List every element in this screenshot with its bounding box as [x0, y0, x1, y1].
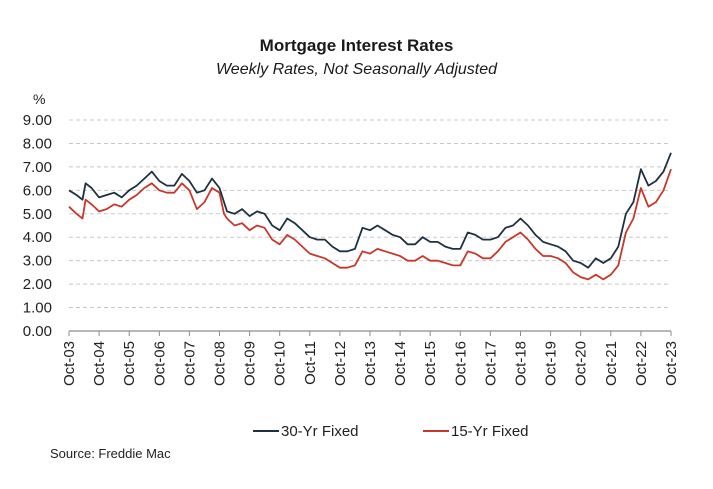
- y-tick-label: 0.00: [23, 323, 52, 340]
- y-tick-label: 5.00: [23, 206, 52, 223]
- x-tick-label: Oct-17: [482, 341, 499, 386]
- y-tick-label: 2.00: [23, 276, 52, 293]
- y-tick-label: 8.00: [23, 135, 52, 152]
- grid-layer: [69, 119, 671, 309]
- x-tick-label: Oct-07: [181, 341, 198, 386]
- x-tick-label: Oct-20: [573, 341, 590, 386]
- legend-label: 15-Yr Fixed: [451, 423, 529, 440]
- source-note: Source: Freddie Mac: [50, 446, 171, 461]
- y-tick-label: 6.00: [23, 182, 52, 199]
- x-tick-label: Oct-09: [242, 341, 259, 386]
- chart-title: Mortgage Interest Rates: [259, 36, 454, 55]
- x-tick-label: Oct-08: [212, 341, 229, 386]
- x-tick-label: Oct-18: [513, 341, 530, 386]
- x-tick-label: Oct-10: [272, 341, 289, 386]
- series-layer: [68, 152, 672, 281]
- legend: 30-Yr Fixed 15-Yr Fixed: [253, 423, 529, 440]
- y-axis-unit: %: [33, 91, 46, 107]
- x-tick-label: Oct-06: [151, 341, 168, 386]
- x-tick-label: Oct-22: [633, 341, 650, 386]
- x-tick-label: Oct-13: [362, 341, 379, 386]
- x-tick-label: Oct-14: [392, 341, 409, 386]
- x-tick-label: Oct-19: [543, 341, 560, 386]
- x-tick-label: Oct-16: [452, 341, 469, 386]
- y-tick-label: 4.00: [23, 229, 52, 246]
- y-tick-label: 9.00: [23, 112, 52, 129]
- x-tick-label: Oct-15: [422, 341, 439, 386]
- y-tick-label: 1.00: [23, 300, 52, 317]
- legend-label: 30-Yr Fixed: [281, 423, 359, 440]
- series-line-15-yr-fixed: [68, 168, 672, 281]
- chart-subtitle: Weekly Rates, Not Seasonally Adjusted: [215, 61, 498, 78]
- x-tick-label: Oct-21: [603, 341, 620, 386]
- axis-layer: 0.00 1.00 2.00 3.00 4.00 5.00 6.00 7.00 8.00 9.00…: [23, 112, 680, 386]
- x-tick-label: Oct-03: [61, 341, 78, 386]
- x-tick-label: Oct-11: [302, 341, 319, 385]
- series-line-30-yr-fixed: [68, 152, 672, 269]
- y-tick-label: 7.00: [23, 159, 52, 176]
- x-tick-label: Oct-23: [663, 341, 680, 386]
- x-tick-label: Oct-12: [332, 341, 349, 386]
- y-tick-label: 3.00: [23, 253, 52, 270]
- x-tick-label: Oct-05: [121, 341, 138, 386]
- x-tick-label: Oct-04: [91, 341, 108, 386]
